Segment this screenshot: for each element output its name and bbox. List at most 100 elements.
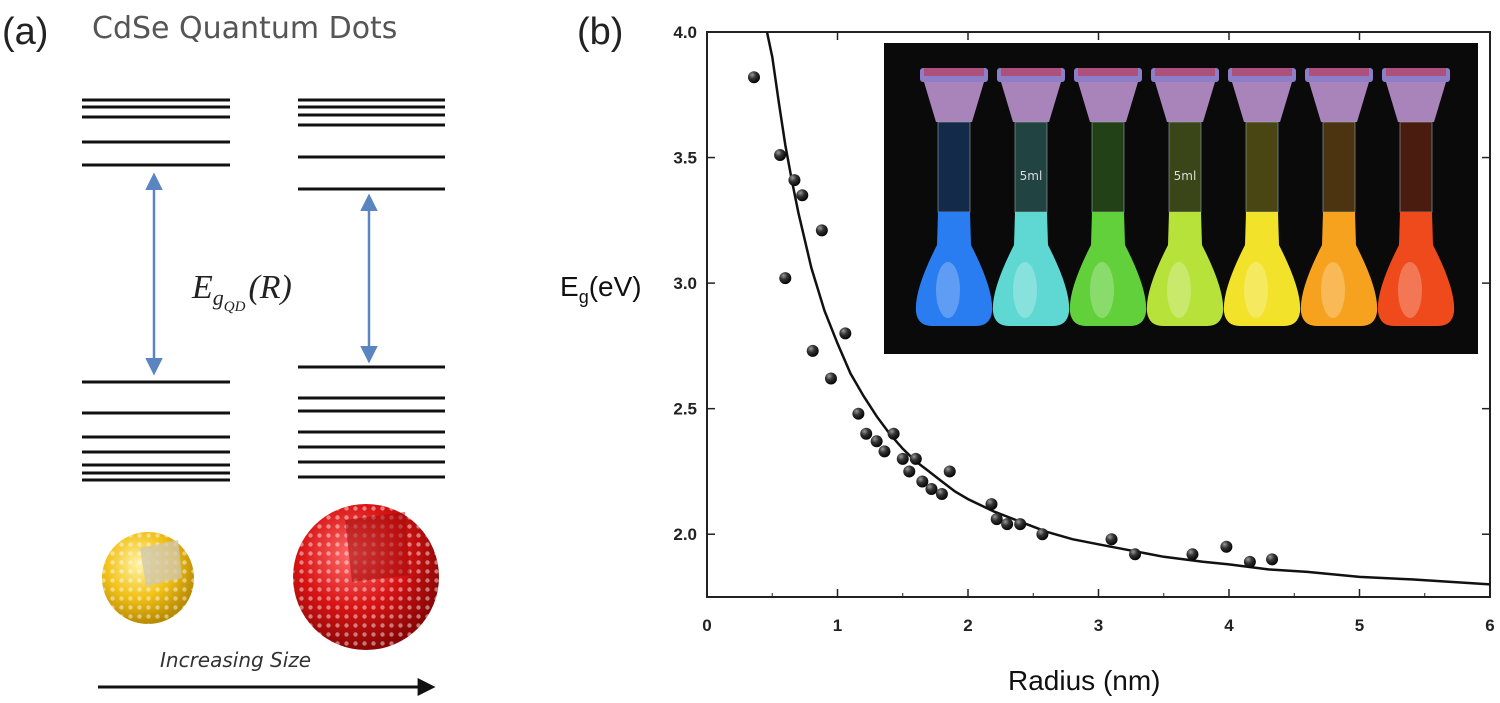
vial-neck — [1400, 122, 1432, 212]
vial — [1300, 68, 1378, 326]
data-point — [887, 427, 900, 440]
x-axis-title: Radius (nm) — [1008, 665, 1160, 696]
vial-highlight — [936, 262, 960, 318]
y-tick-label: 3.5 — [673, 149, 697, 168]
increasing-size-label: Increasing Size — [160, 648, 311, 672]
data-point — [903, 465, 916, 478]
vial-photo-inset: 5ml 5ml — [884, 43, 1478, 354]
vial-highlight — [1167, 262, 1191, 318]
panel-a-title: CdSe Quantum Dots — [92, 11, 397, 46]
y-tick-label: 2.5 — [673, 400, 697, 419]
data-point — [1105, 533, 1118, 546]
panel-a: (a) CdSe Quantum Dots — [2, 11, 445, 696]
y-tick-label: 2.0 — [673, 525, 697, 544]
data-point — [806, 344, 819, 357]
data-point — [1014, 518, 1027, 531]
vial-highlight — [1013, 262, 1037, 318]
vial — [1377, 68, 1455, 326]
vial-highlight — [1321, 262, 1345, 318]
data-point — [878, 445, 891, 458]
vial-neck — [1092, 122, 1124, 212]
vial-neck — [1323, 122, 1355, 212]
data-point — [779, 272, 792, 285]
energy-levels-small — [82, 98, 230, 482]
vial-liquid — [1146, 212, 1224, 326]
data-point — [909, 452, 922, 465]
y-tick-label: 4.0 — [673, 23, 697, 42]
data-point — [1186, 548, 1199, 561]
vial — [1069, 68, 1147, 326]
data-point — [815, 224, 828, 237]
vial-neck — [938, 122, 970, 212]
x-axis: 0 1 2 3 4 5 6 — [702, 32, 1495, 635]
vial-stopper — [924, 82, 984, 122]
vial-highlight — [1398, 262, 1422, 318]
y-tick-label: 3.0 — [673, 274, 697, 293]
vial-stopper — [1309, 82, 1369, 122]
data-point — [870, 435, 883, 448]
data-point — [839, 327, 852, 340]
y-axis-title: Eg(eV) — [560, 271, 642, 307]
data-point — [1001, 518, 1014, 531]
vial-neck — [1169, 122, 1201, 212]
x-tick-label: 5 — [1355, 616, 1364, 635]
data-point — [774, 149, 787, 162]
vial-liquid — [1300, 212, 1378, 326]
vial-liquid — [915, 212, 993, 326]
data-point — [1266, 553, 1279, 566]
data-point — [916, 475, 929, 488]
data-point — [860, 427, 873, 440]
vials: 5ml 5ml — [915, 68, 1455, 326]
vial — [915, 68, 993, 326]
vial-liquid — [1069, 212, 1147, 326]
data-point — [990, 513, 1003, 526]
plot-area: 0 1 2 3 4 5 6 2.0 2.5 3.0 3.5 4.0 — [673, 23, 1494, 635]
vial-cap-top — [1232, 68, 1292, 76]
vial-cap-top — [1078, 68, 1138, 76]
data-point — [1129, 548, 1142, 561]
vial-cap-top — [1309, 68, 1369, 76]
data-point — [747, 71, 760, 84]
vial-liquid — [1377, 212, 1455, 326]
x-tick-label: 6 — [1485, 616, 1494, 635]
data-point — [824, 372, 837, 385]
vial-label: 5ml — [1174, 169, 1197, 183]
vial-cap-top — [924, 68, 984, 76]
panel-a-label: (a) — [2, 11, 48, 53]
data-point — [852, 407, 865, 420]
vial-cap-top — [1001, 68, 1061, 76]
vial-neck — [1015, 122, 1047, 212]
vial-highlight — [1244, 262, 1268, 318]
panel-b-label: (b) — [577, 11, 623, 53]
vial-cap-top — [1386, 68, 1446, 76]
vial-stopper — [1078, 82, 1138, 122]
small-quantum-dot — [102, 532, 194, 624]
data-point — [796, 189, 809, 202]
large-quantum-dot — [293, 504, 439, 650]
vial-stopper — [1001, 82, 1061, 122]
x-tick-label: 0 — [702, 616, 711, 635]
energy-levels-large — [298, 98, 445, 479]
data-point — [935, 488, 948, 501]
vial-cap-top — [1155, 68, 1215, 76]
data-points — [747, 71, 1279, 568]
data-point — [943, 465, 956, 478]
vial-neck — [1246, 122, 1278, 212]
x-tick-label: 1 — [833, 616, 842, 635]
vial-stopper — [1155, 82, 1215, 122]
x-tick-label: 2 — [963, 616, 972, 635]
vial-stopper — [1232, 82, 1292, 122]
vial-stopper — [1386, 82, 1446, 122]
vial-liquid — [1223, 212, 1301, 326]
vial — [1223, 68, 1301, 326]
data-point — [788, 174, 801, 187]
vial-liquid — [992, 212, 1070, 326]
data-point — [1220, 540, 1233, 553]
data-point — [896, 452, 909, 465]
data-point — [1243, 555, 1256, 568]
x-tick-label: 3 — [1094, 616, 1103, 635]
vial-highlight — [1090, 262, 1114, 318]
vial: 5ml — [1146, 68, 1224, 326]
